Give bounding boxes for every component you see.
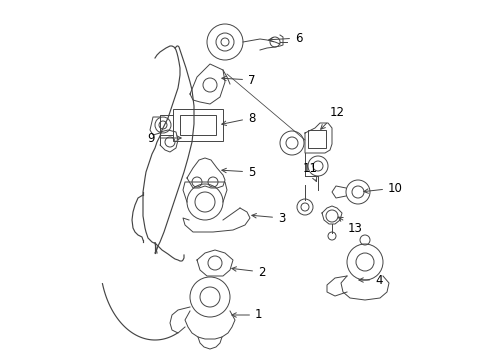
Text: 6: 6 <box>268 31 302 45</box>
Text: 4: 4 <box>358 274 382 287</box>
Text: 3: 3 <box>251 211 285 225</box>
Text: 2: 2 <box>231 266 265 279</box>
Text: 12: 12 <box>320 105 345 129</box>
Text: 11: 11 <box>303 162 317 181</box>
Bar <box>180 115 216 135</box>
Text: 9: 9 <box>147 131 181 144</box>
Text: 10: 10 <box>363 181 402 194</box>
Bar <box>307 130 325 148</box>
Text: 13: 13 <box>338 217 362 234</box>
Text: 5: 5 <box>222 166 255 179</box>
Text: 7: 7 <box>222 73 255 86</box>
Bar <box>173 109 223 141</box>
Text: 8: 8 <box>222 112 255 126</box>
Text: 1: 1 <box>231 309 262 321</box>
